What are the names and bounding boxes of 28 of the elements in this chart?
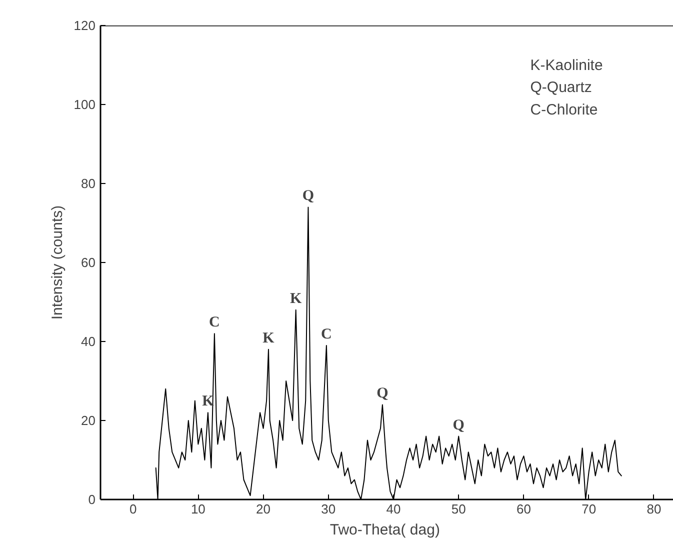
annotation: Q — [452, 417, 465, 434]
annotation: K-Kaolinite — [530, 57, 603, 74]
annotation: K — [290, 290, 302, 307]
y-tick-label: 80 — [81, 176, 96, 191]
x-tick-label: 0 — [129, 502, 137, 516]
x-tick-label: 50 — [451, 502, 466, 516]
x-tick-label: 10 — [190, 502, 206, 516]
x-tick-label: 30 — [321, 502, 336, 516]
y-axis-title: Intensity (counts) — [48, 205, 66, 320]
x-tick-label: 20 — [256, 502, 271, 516]
annotation: C-Chlorite — [530, 101, 598, 118]
annotation: K — [262, 330, 275, 346]
annotation: C — [209, 314, 220, 331]
annotation: Q-Quartz — [530, 79, 592, 96]
annotation: C — [321, 326, 332, 342]
x-tick-label: 80 — [646, 502, 662, 516]
y-tick-label: 40 — [81, 334, 96, 349]
y-tick-label: 20 — [81, 413, 96, 428]
y-tick-label: 60 — [81, 255, 96, 270]
annotation: Q — [302, 188, 314, 204]
x-tick-label: 70 — [582, 502, 596, 516]
annotation: Q — [376, 386, 389, 402]
y-tick-label: 0 — [88, 492, 96, 507]
y-tick-label: 120 — [74, 18, 96, 33]
x-tick-label: 40 — [386, 502, 401, 516]
x-tick-label: 60 — [516, 502, 531, 516]
y-tick-label: 100 — [74, 97, 96, 112]
x-axis-title: Two-Theta( dag) — [330, 522, 440, 538]
